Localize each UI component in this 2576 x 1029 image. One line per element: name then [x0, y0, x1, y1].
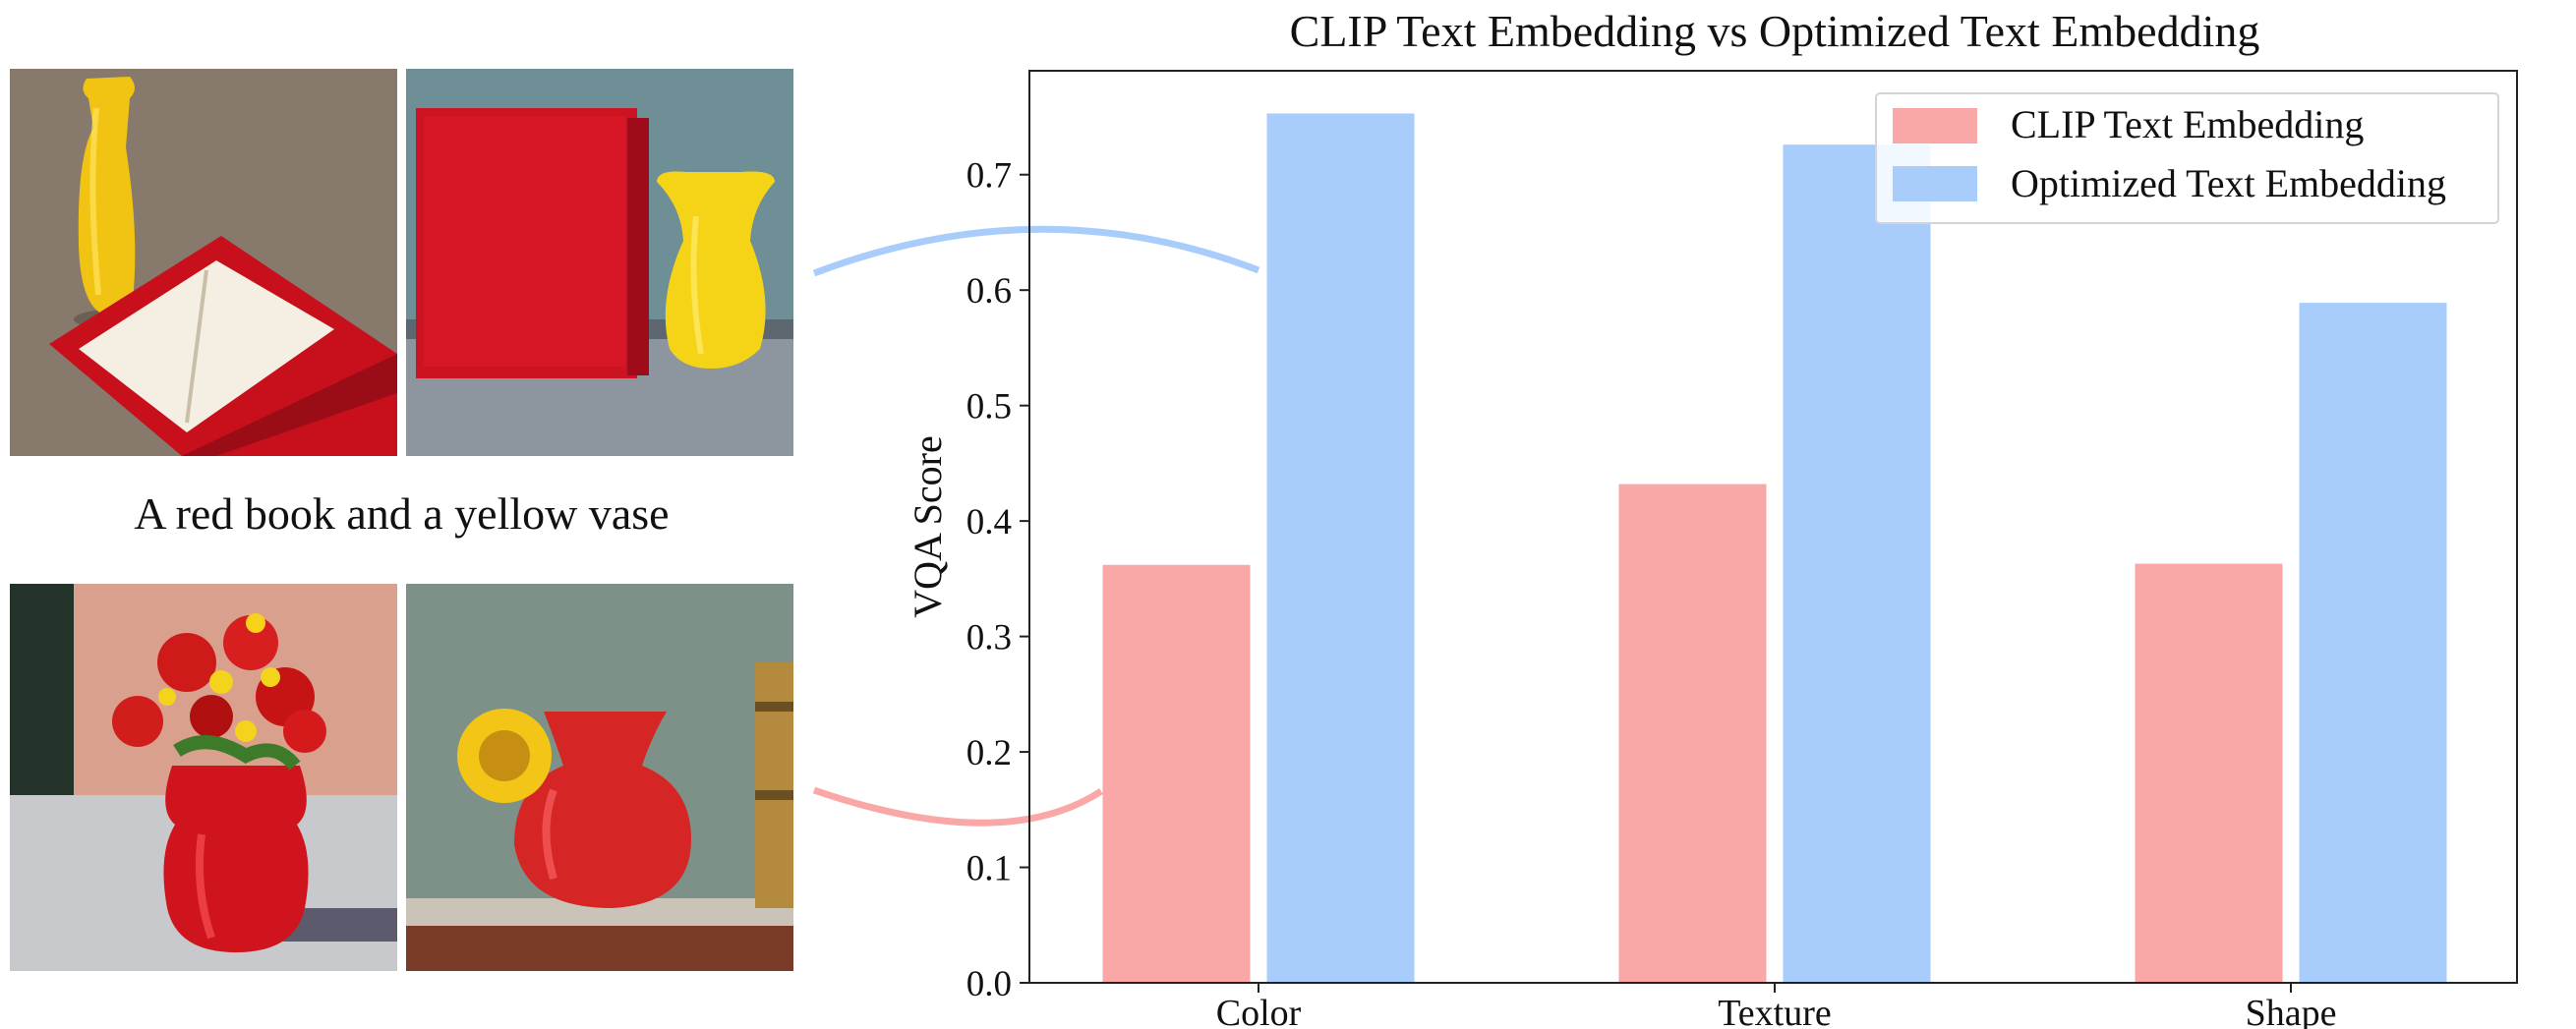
bar-clip-color — [1102, 564, 1251, 983]
chart-title: CLIP Text Embedding vs Optimized Text Em… — [1290, 6, 2260, 56]
connector-arc-clip — [812, 786, 1103, 827]
y-tick-label: 0.6 — [966, 271, 1012, 312]
y-tick-label: 0.7 — [966, 156, 1012, 197]
bar-optimized-color — [1266, 113, 1415, 984]
generated-image-book-open — [10, 69, 397, 456]
generated-image-book-standing — [406, 69, 793, 456]
y-axis-label: VQA Score — [906, 435, 950, 618]
plot-frame — [1028, 70, 2518, 984]
generated-image-vase-sunflower — [406, 584, 793, 971]
x-tick-label-shape: Shape — [2246, 993, 2337, 1029]
y-tick-label: 0.5 — [966, 387, 1012, 428]
legend-swatch-clip — [1893, 108, 1977, 143]
bar-clip-shape — [2135, 563, 2283, 983]
bar-clip-texture — [1618, 484, 1767, 983]
bar-optimized-shape — [2299, 303, 2447, 983]
y-axis: 0.0 0.1 0.2 0.3 0.4 0.5 0.6 0.7 — [966, 156, 1029, 1004]
legend-box — [1875, 92, 2499, 224]
x-axis: Color Texture Shape — [1216, 983, 2337, 1029]
y-tick-label: 0.3 — [966, 618, 1012, 658]
connector-arc-optimized — [812, 225, 1260, 277]
x-tick-label-texture: Texture — [1718, 993, 1832, 1029]
y-tick-label: 0.0 — [966, 964, 1012, 1004]
image-prompt-caption: A red book and a yellow vase — [134, 488, 670, 539]
x-tick-label-color: Color — [1216, 993, 1302, 1029]
legend-swatch-optimized — [1893, 166, 1977, 201]
bar-optimized-texture — [1783, 144, 1931, 983]
y-tick-label: 0.2 — [966, 733, 1012, 773]
legend: CLIP Text Embedding Optimized Text Embed… — [1875, 92, 2499, 224]
y-tick-label: 0.1 — [966, 849, 1012, 889]
legend-label-clip: CLIP Text Embedding — [2011, 102, 2364, 146]
legend-label-optimized: Optimized Text Embedding — [2011, 161, 2446, 205]
generated-image-vase-flowers-painting — [10, 584, 397, 971]
bars-group — [1102, 113, 2447, 984]
y-tick-label: 0.4 — [966, 502, 1012, 543]
